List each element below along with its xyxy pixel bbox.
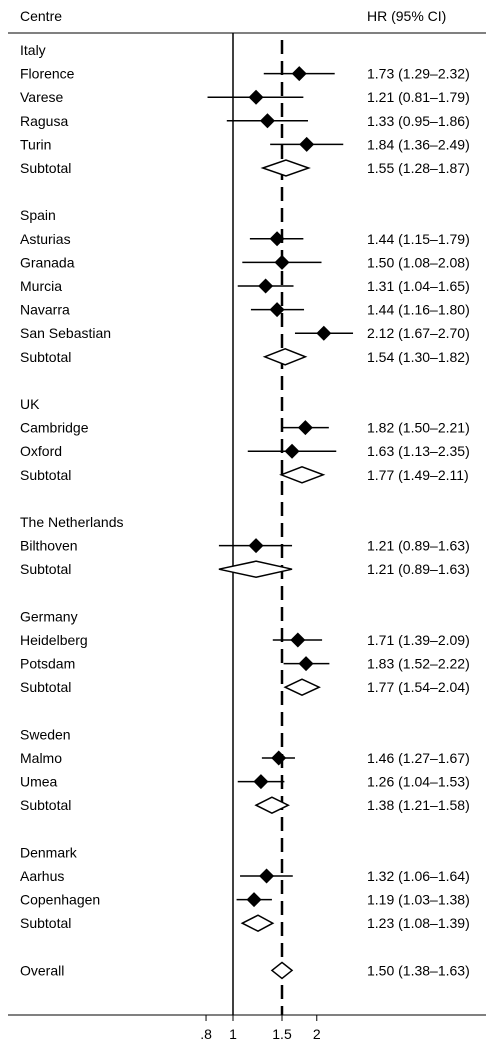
subtotal-diamond xyxy=(283,678,321,697)
row-label: Subtotal xyxy=(20,561,71,577)
hr-ci-value: 1.32 (1.06–1.64) xyxy=(367,868,470,884)
row-label: Ragusa xyxy=(20,113,68,129)
subtotal-diamond xyxy=(240,914,275,933)
row-label: San Sebastian xyxy=(20,325,111,341)
row-label: Heidelberg xyxy=(20,632,88,648)
x-tick-label: 1 xyxy=(229,1026,237,1042)
hr-ci-value: 1.26 (1.04–1.53) xyxy=(367,774,470,790)
point-estimate-marker xyxy=(291,66,307,82)
row-label: Malmo xyxy=(20,750,62,766)
group-label: Spain xyxy=(20,207,56,223)
hr-ci-value: 1.77 (1.54–2.04) xyxy=(367,679,470,695)
point-estimate-marker xyxy=(248,538,264,554)
hr-ci-value: 1.50 (1.38–1.63) xyxy=(367,962,470,978)
point-estimate-marker xyxy=(248,89,264,105)
group-label: Italy xyxy=(20,42,46,58)
x-tick-label: .8 xyxy=(200,1026,212,1042)
hr-ci-value: 1.50 (1.08–2.08) xyxy=(367,254,470,270)
row-label: Copenhagen xyxy=(20,892,100,908)
overall-diamond xyxy=(270,961,294,980)
subtotal-diamond xyxy=(262,347,308,366)
point-estimate-marker xyxy=(269,302,285,318)
group-label: The Netherlands xyxy=(20,514,124,530)
hr-ci-value: 1.46 (1.27–1.67) xyxy=(367,750,470,766)
row-label: Cambridge xyxy=(20,420,89,436)
point-estimate-marker xyxy=(253,774,269,790)
point-estimate-marker xyxy=(274,254,290,270)
hr-ci-value: 1.55 (1.28–1.87) xyxy=(367,160,470,176)
row-label: Potsdam xyxy=(20,656,75,672)
point-estimate-marker xyxy=(299,136,315,152)
hr-ci-value: 1.71 (1.39–2.09) xyxy=(367,632,470,648)
row-label: Bilthoven xyxy=(20,538,78,554)
group-label: Sweden xyxy=(20,726,71,742)
row-label: Subtotal xyxy=(20,349,71,365)
subtotal-diamond xyxy=(218,560,293,578)
forest-rows: Italy Florence 1.73 (1.29–2.32) Varese 1.21 … xyxy=(20,42,470,980)
row-label: Umea xyxy=(20,774,58,790)
hr-ci-value: 1.82 (1.50–2.21) xyxy=(367,420,470,436)
x-axis-ticks: .8 1 1.5 2 xyxy=(200,1015,321,1042)
hr-ci-value: 1.21 (0.89–1.63) xyxy=(367,538,470,554)
point-estimate-marker xyxy=(246,892,262,908)
row-label: Subtotal xyxy=(20,915,71,931)
row-label: Asturias xyxy=(20,231,71,247)
x-tick-label: 2 xyxy=(313,1026,321,1042)
group-label: Denmark xyxy=(20,844,78,860)
point-estimate-marker xyxy=(284,443,300,459)
subtotal-diamond xyxy=(279,465,326,484)
header-hr-label: HR (95% CI) xyxy=(367,8,446,24)
point-estimate-marker xyxy=(271,750,287,766)
hr-ci-value: 1.54 (1.30–1.82) xyxy=(367,349,470,365)
point-estimate-marker xyxy=(258,278,274,294)
hr-ci-value: 1.63 (1.13–2.35) xyxy=(367,443,470,459)
group-label: Germany xyxy=(20,608,78,624)
header-centre-label: Centre xyxy=(20,8,62,24)
row-label: Navarra xyxy=(20,302,70,318)
hr-ci-value: 1.84 (1.36–2.49) xyxy=(367,136,470,152)
row-label: Varese xyxy=(20,89,64,105)
subtotal-diamond xyxy=(260,159,311,177)
row-label: Turin xyxy=(20,136,51,152)
row-label: Aarhus xyxy=(20,868,64,884)
row-label: Oxford xyxy=(20,443,62,459)
hr-ci-value: 1.44 (1.15–1.79) xyxy=(367,231,470,247)
row-label: Subtotal xyxy=(20,160,71,176)
x-tick-label: 1.5 xyxy=(272,1026,292,1042)
hr-ci-value: 1.23 (1.08–1.39) xyxy=(367,915,470,931)
hr-ci-value: 1.44 (1.16–1.80) xyxy=(367,302,470,318)
point-estimate-marker xyxy=(298,656,314,672)
row-label: Subtotal xyxy=(20,467,71,483)
row-label: Florence xyxy=(20,66,75,82)
hr-ci-value: 1.38 (1.21–1.58) xyxy=(367,797,470,813)
point-estimate-marker xyxy=(290,632,306,648)
hr-ci-value: 1.33 (0.95–1.86) xyxy=(367,113,470,129)
hr-ci-value: 1.31 (1.04–1.65) xyxy=(367,278,470,294)
hr-ci-value: 1.21 (0.81–1.79) xyxy=(367,89,470,105)
row-label: Subtotal xyxy=(20,679,71,695)
row-label: Overall xyxy=(20,962,64,978)
row-label: Granada xyxy=(20,254,75,270)
subtotal-diamond xyxy=(254,796,290,815)
row-label: Murcia xyxy=(20,278,62,294)
hr-ci-value: 1.19 (1.03–1.38) xyxy=(367,892,470,908)
point-estimate-marker xyxy=(269,231,285,247)
hr-ci-value: 1.83 (1.52–2.22) xyxy=(367,656,470,672)
point-estimate-marker xyxy=(316,325,332,341)
point-estimate-marker xyxy=(297,420,313,436)
hr-ci-value: 1.21 (0.89–1.63) xyxy=(367,561,470,577)
hr-ci-value: 1.77 (1.49–2.11) xyxy=(367,467,469,483)
hr-ci-value: 1.73 (1.29–2.32) xyxy=(367,66,470,82)
point-estimate-marker xyxy=(259,868,275,884)
point-estimate-marker xyxy=(259,113,275,129)
hr-ci-value: 2.12 (1.67–2.70) xyxy=(367,325,470,341)
row-label: Subtotal xyxy=(20,797,71,813)
group-label: UK xyxy=(20,396,40,412)
